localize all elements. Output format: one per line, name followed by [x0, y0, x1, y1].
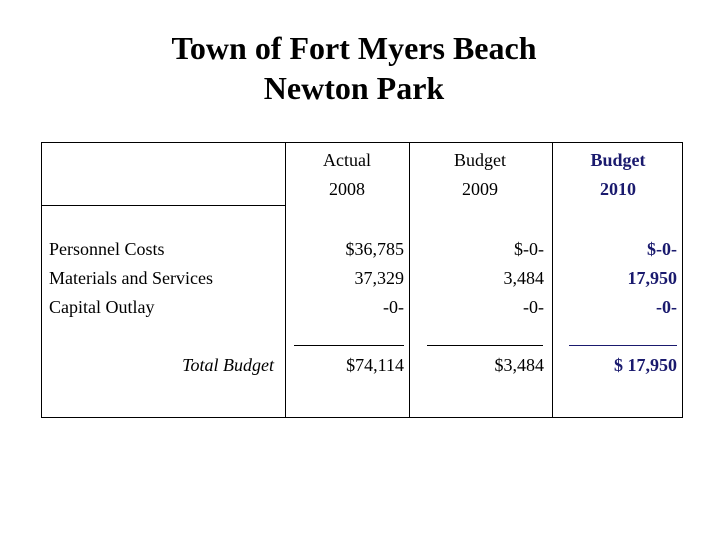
- total-budget-label: Total Budget: [182, 355, 274, 375]
- total-rule-2008: [294, 345, 404, 346]
- header-year: 2009: [462, 179, 498, 199]
- column-divider-2: [409, 143, 410, 417]
- total-rule-2010: [569, 345, 677, 346]
- header-budget-2010: Budget 2010: [563, 146, 673, 204]
- header-label: Budget: [590, 150, 646, 170]
- cell-personnel-2008: $36,785: [345, 239, 405, 259]
- total-rule-2009: [427, 345, 543, 346]
- row-label-capital: Capital Outlay: [49, 297, 155, 317]
- cell-capital-2009: -0-: [523, 297, 544, 317]
- header-actual-2008: Actual 2008: [292, 146, 402, 204]
- column-divider-1: [285, 143, 286, 417]
- cell-personnel-2010: $-0-: [647, 239, 677, 259]
- header-budget-2009: Budget 2009: [425, 146, 535, 204]
- budget-table: Actual 2008 Budget 2009 Budget 2010 Pers…: [41, 142, 683, 418]
- total-2008: $74,114: [346, 355, 404, 375]
- row-label-materials: Materials and Services: [49, 268, 213, 288]
- cell-capital-2008: -0-: [383, 297, 404, 317]
- column-divider-3: [552, 143, 553, 417]
- cell-materials-2010: 17,950: [627, 268, 678, 288]
- cell-capital-2010: -0-: [656, 297, 677, 317]
- total-2009: $3,484: [494, 355, 545, 375]
- cell-personnel-2009: $-0-: [514, 239, 544, 259]
- page-title: Town of Fort Myers Beach Newton Park: [0, 28, 708, 108]
- header-label: Actual: [323, 150, 371, 170]
- header-label: Budget: [454, 150, 506, 170]
- row-label-personnel: Personnel Costs: [49, 239, 165, 259]
- title-line-1: Town of Fort Myers Beach: [171, 30, 537, 66]
- cell-materials-2008: 37,329: [354, 268, 405, 288]
- cell-materials-2009: 3,484: [503, 268, 545, 288]
- header-year: 2008: [329, 179, 365, 199]
- title-line-2: Newton Park: [263, 70, 445, 106]
- header-year: 2010: [600, 179, 636, 199]
- header-divider: [42, 205, 285, 206]
- total-2010: $ 17,950: [614, 355, 677, 375]
